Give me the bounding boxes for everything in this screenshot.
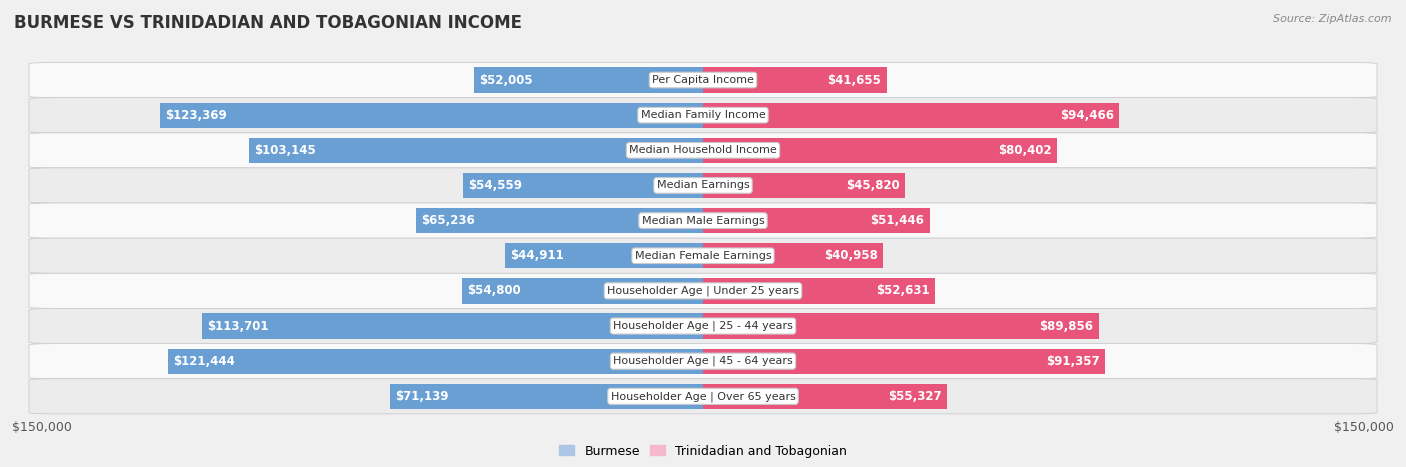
Text: $40,958: $40,958 — [824, 249, 879, 262]
Text: Median Family Income: Median Family Income — [641, 110, 765, 120]
FancyBboxPatch shape — [30, 273, 1376, 308]
Bar — [703, 138, 1057, 163]
Bar — [703, 67, 887, 92]
FancyBboxPatch shape — [30, 344, 1376, 379]
Bar — [167, 348, 703, 374]
Text: $121,444: $121,444 — [173, 354, 235, 368]
Text: $80,402: $80,402 — [998, 144, 1052, 157]
Text: $91,357: $91,357 — [1046, 354, 1099, 368]
Text: $103,145: $103,145 — [254, 144, 315, 157]
FancyBboxPatch shape — [30, 238, 1376, 273]
Text: Per Capita Income: Per Capita Income — [652, 75, 754, 85]
Bar — [703, 313, 1099, 339]
Text: $52,005: $52,005 — [479, 73, 533, 86]
Bar — [474, 67, 703, 92]
FancyBboxPatch shape — [30, 133, 1376, 168]
Text: $41,655: $41,655 — [827, 73, 882, 86]
Text: Median Earnings: Median Earnings — [657, 180, 749, 191]
Text: $45,820: $45,820 — [846, 179, 900, 192]
FancyBboxPatch shape — [30, 98, 1376, 133]
FancyBboxPatch shape — [30, 168, 1376, 203]
FancyBboxPatch shape — [30, 308, 1376, 344]
Bar — [703, 103, 1119, 128]
Text: $51,446: $51,446 — [870, 214, 924, 227]
Text: $52,631: $52,631 — [876, 284, 929, 297]
Bar — [703, 208, 929, 233]
Text: $89,856: $89,856 — [1039, 319, 1094, 333]
Bar — [703, 243, 883, 269]
Text: $123,369: $123,369 — [165, 109, 226, 122]
Text: BURMESE VS TRINIDADIAN AND TOBAGONIAN INCOME: BURMESE VS TRINIDADIAN AND TOBAGONIAN IN… — [14, 14, 522, 32]
Text: $113,701: $113,701 — [207, 319, 269, 333]
Text: Source: ZipAtlas.com: Source: ZipAtlas.com — [1274, 14, 1392, 24]
Bar — [505, 243, 703, 269]
FancyBboxPatch shape — [30, 379, 1376, 414]
Bar — [461, 278, 703, 304]
Bar — [463, 173, 703, 198]
Bar — [202, 313, 703, 339]
Text: Median Male Earnings: Median Male Earnings — [641, 216, 765, 226]
Text: Householder Age | Under 25 years: Householder Age | Under 25 years — [607, 286, 799, 296]
FancyBboxPatch shape — [30, 203, 1376, 238]
Text: $65,236: $65,236 — [420, 214, 475, 227]
Text: Householder Age | Over 65 years: Householder Age | Over 65 years — [610, 391, 796, 402]
Text: $94,466: $94,466 — [1060, 109, 1114, 122]
Text: $54,800: $54,800 — [467, 284, 520, 297]
Bar — [249, 138, 703, 163]
Text: $44,911: $44,911 — [510, 249, 564, 262]
Text: Median Female Earnings: Median Female Earnings — [634, 251, 772, 261]
Bar — [703, 348, 1105, 374]
Legend: Burmese, Trinidadian and Tobagonian: Burmese, Trinidadian and Tobagonian — [554, 439, 852, 463]
Text: $54,559: $54,559 — [468, 179, 522, 192]
Bar — [416, 208, 703, 233]
FancyBboxPatch shape — [30, 63, 1376, 98]
Bar — [159, 103, 703, 128]
Text: Householder Age | 45 - 64 years: Householder Age | 45 - 64 years — [613, 356, 793, 367]
Bar — [703, 173, 905, 198]
Bar — [703, 384, 946, 409]
Text: $55,327: $55,327 — [887, 390, 942, 403]
Text: $71,139: $71,139 — [395, 390, 449, 403]
Text: Householder Age | 25 - 44 years: Householder Age | 25 - 44 years — [613, 321, 793, 331]
Bar — [703, 278, 935, 304]
Bar — [389, 384, 703, 409]
Text: Median Household Income: Median Household Income — [628, 145, 778, 156]
